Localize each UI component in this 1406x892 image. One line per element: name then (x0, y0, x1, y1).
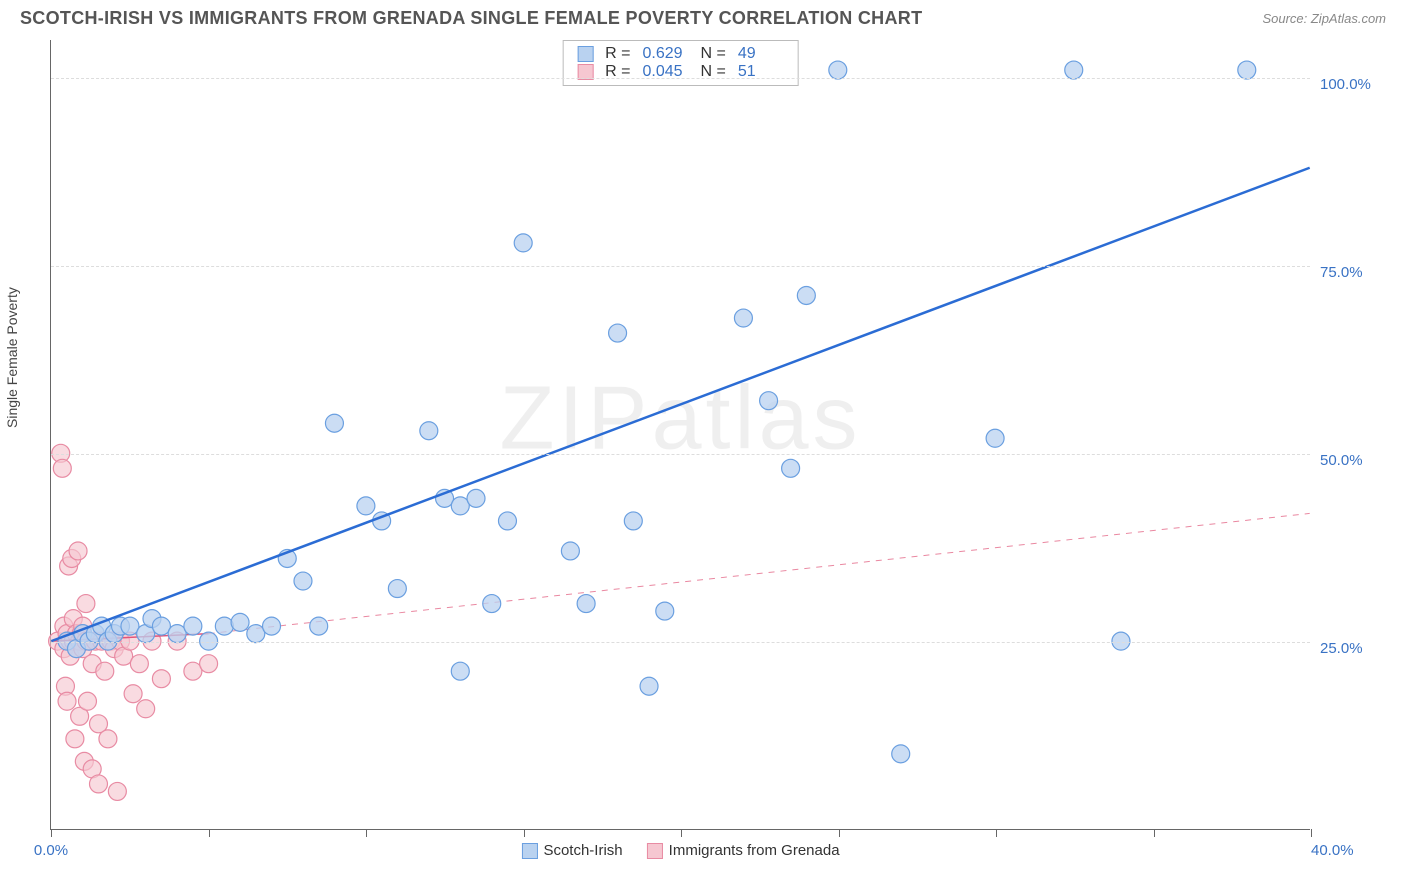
stats-row-series1: R = 0.629 N = 49 (577, 45, 784, 63)
ytick-label: 50.0% (1320, 452, 1390, 469)
scatter-svg (51, 40, 1310, 829)
n-label: N = (701, 45, 726, 63)
legend-item-series2: Immigrants from Grenada (647, 842, 840, 859)
xtick (524, 829, 525, 837)
chart-title: SCOTCH-IRISH VS IMMIGRANTS FROM GRENADA … (20, 8, 922, 29)
swatch-series1-icon (521, 843, 537, 859)
xtick (51, 829, 52, 837)
xtick-label: 0.0% (34, 842, 68, 859)
xtick-label: 40.0% (1311, 842, 1382, 859)
r-label: R = (605, 45, 630, 63)
header-bar: SCOTCH-IRISH VS IMMIGRANTS FROM GRENADA … (0, 0, 1406, 33)
chart-plot-area: ZIPatlas R = 0.629 N = 49 R = 0.045 N = … (50, 40, 1310, 830)
gridline-h (51, 454, 1310, 455)
gridline-h (51, 642, 1310, 643)
xtick (1311, 829, 1312, 837)
xtick (1154, 829, 1155, 837)
swatch-series1 (577, 46, 593, 62)
n-value-series1: 49 (738, 45, 784, 63)
xtick (681, 829, 682, 837)
swatch-series2-icon (647, 843, 663, 859)
gridline-h (51, 78, 1310, 79)
correlation-stats-box: R = 0.629 N = 49 R = 0.045 N = 51 (562, 40, 799, 86)
ytick-label: 75.0% (1320, 264, 1390, 281)
source-label: Source: ZipAtlas.com (1262, 11, 1386, 26)
xtick (209, 829, 210, 837)
r-value-series1: 0.629 (643, 45, 689, 63)
bottom-legend: Scotch-Irish Immigrants from Grenada (521, 842, 839, 859)
xtick (366, 829, 367, 837)
xtick (996, 829, 997, 837)
legend-label-series2: Immigrants from Grenada (669, 842, 840, 859)
y-axis-label: Single Female Poverty (4, 287, 20, 428)
ytick-label: 25.0% (1320, 640, 1390, 657)
ytick-label: 100.0% (1320, 76, 1390, 93)
legend-label-series1: Scotch-Irish (543, 842, 622, 859)
xtick (839, 829, 840, 837)
gridline-h (51, 266, 1310, 267)
legend-item-series1: Scotch-Irish (521, 842, 622, 859)
